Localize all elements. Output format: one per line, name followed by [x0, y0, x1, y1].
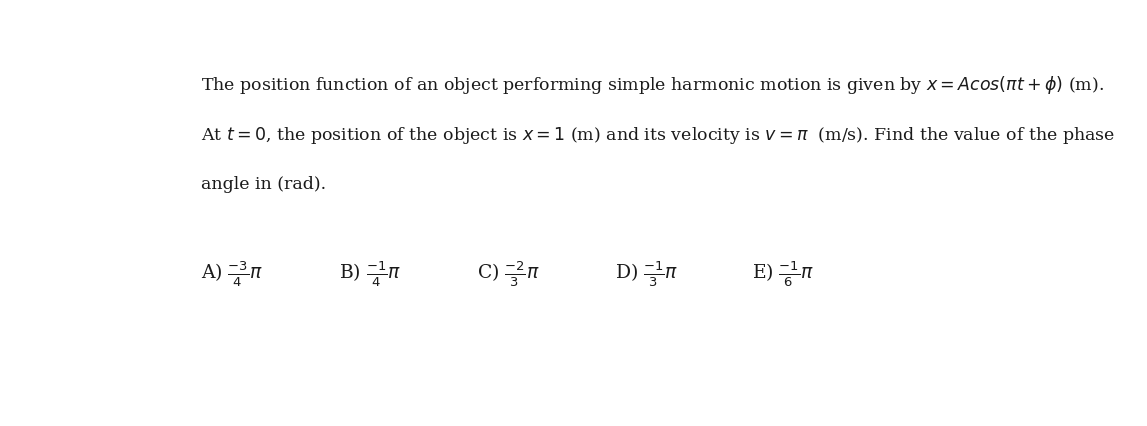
Text: $\mathregular{C)}$ $\frac{-2}{3}\pi$: $\mathregular{C)}$ $\frac{-2}{3}\pi$: [477, 259, 539, 289]
Text: $\mathregular{E)}$ $\frac{-1}{6}\pi$: $\mathregular{E)}$ $\frac{-1}{6}\pi$: [752, 259, 814, 289]
Text: angle in (rad).: angle in (rad).: [201, 176, 326, 193]
Text: The position function of an object performing simple harmonic motion is given by: The position function of an object perfo…: [201, 74, 1105, 96]
Text: $\mathregular{A)}$ $\frac{-3}{4}\pi$: $\mathregular{A)}$ $\frac{-3}{4}\pi$: [201, 259, 264, 289]
Text: $\mathregular{D)}$ $\frac{-1}{3}\pi$: $\mathregular{D)}$ $\frac{-1}{3}\pi$: [615, 259, 678, 289]
Text: $\mathregular{B)}$ $\frac{-1}{4}\pi$: $\mathregular{B)}$ $\frac{-1}{4}\pi$: [340, 259, 401, 289]
Text: At $t = 0$, the position of the object is $x = 1$ (m) and its velocity is $v = \: At $t = 0$, the position of the object i…: [201, 125, 1115, 146]
